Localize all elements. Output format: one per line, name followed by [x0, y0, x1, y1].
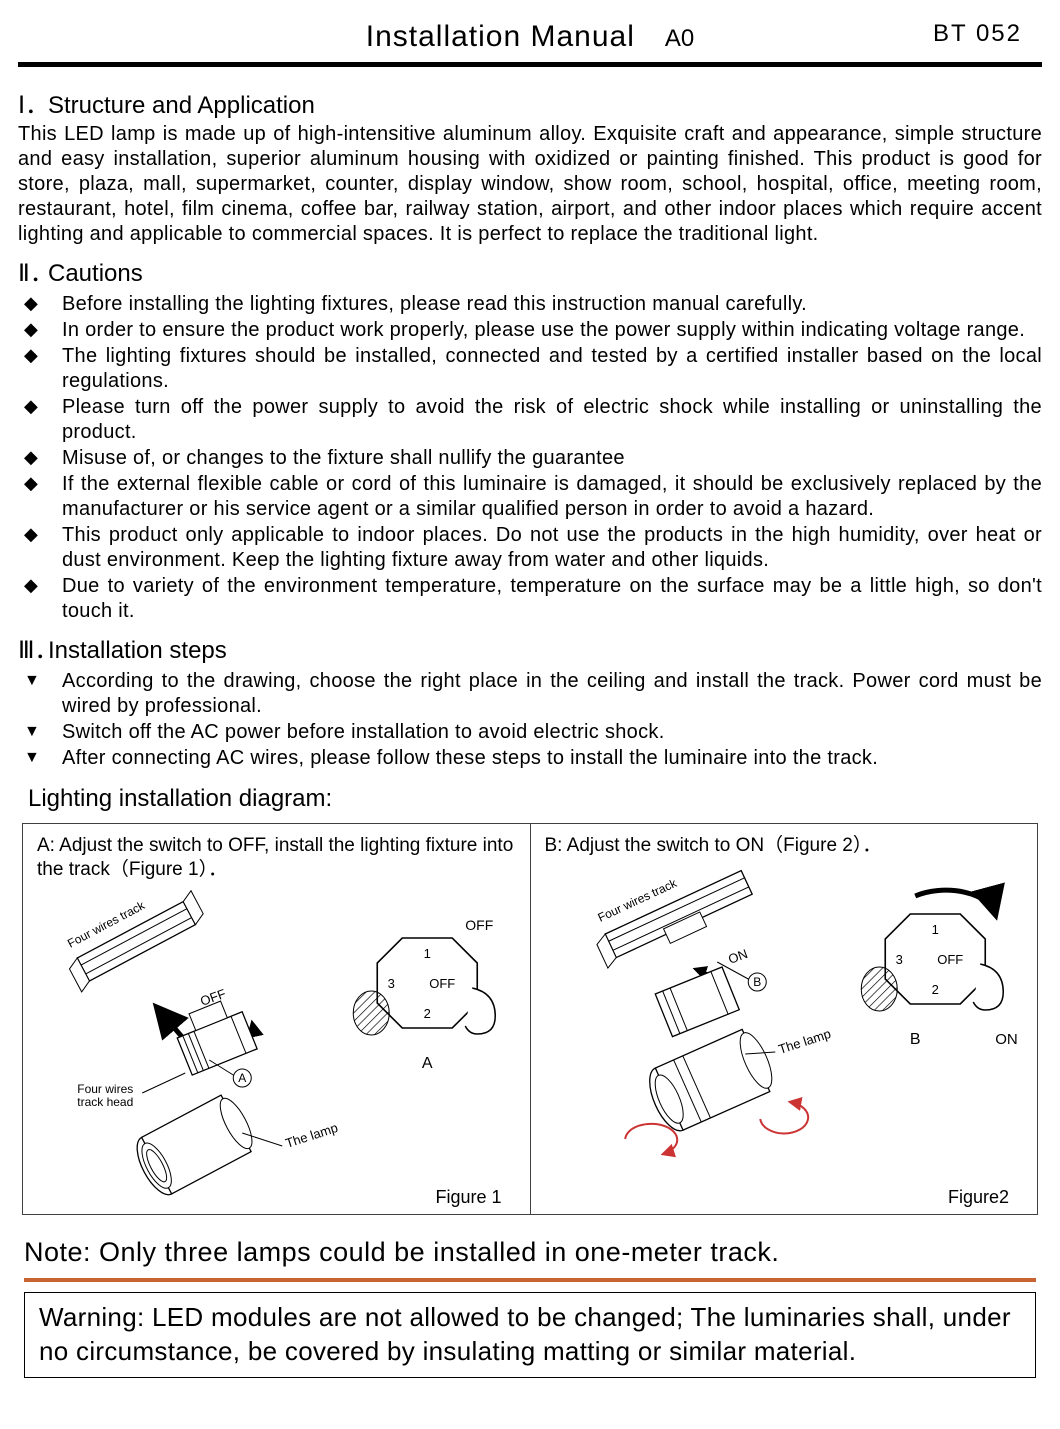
svg-text:OFF: OFF	[937, 952, 963, 967]
svg-text:OFF: OFF	[465, 917, 493, 933]
panel-a-caption: A: Adjust the switch to OFF, install the…	[37, 834, 518, 882]
svg-text:ON: ON	[726, 946, 749, 967]
figure-2-label: Figure2	[948, 1187, 1009, 1208]
panel-a-svg: Four wires track OFF A Four wires track …	[37, 888, 518, 1198]
svg-text:3: 3	[895, 952, 902, 967]
list-item: The lighting fixtures should be installe…	[18, 344, 1042, 394]
list-item: Before installing the lighting fixtures,…	[18, 292, 1042, 317]
svg-text:OFF: OFF	[429, 976, 455, 991]
svg-text:3: 3	[388, 976, 395, 991]
svg-text:B: B	[753, 975, 761, 989]
section-3-heading: Ⅲ．Installation steps	[18, 630, 1042, 665]
diagram-panel-b: B: Adjust the switch to ON（Figure 2）．	[531, 824, 1038, 1214]
orange-rule	[24, 1278, 1036, 1282]
diagram-container: A: Adjust the switch to OFF, install the…	[22, 823, 1038, 1215]
diagram-title: Lighting installation diagram:	[28, 785, 1042, 813]
list-item: If the external flexible cable or cord o…	[18, 472, 1042, 522]
label-lamp: The lamp	[284, 1119, 340, 1150]
label-lamp-b: The lamp	[776, 1026, 832, 1057]
section-2-heading: Ⅱ．Cautions	[18, 253, 1042, 288]
svg-text:A: A	[422, 1055, 433, 1072]
list-item: Please turn off the power supply to avoi…	[18, 395, 1042, 445]
svg-text:track head: track head	[77, 1095, 133, 1109]
svg-text:2: 2	[424, 1006, 431, 1021]
diagram-panel-a: A: Adjust the switch to OFF, install the…	[23, 824, 531, 1214]
svg-text:1: 1	[931, 922, 938, 937]
section-1-heading: Ⅰ．Structure and Application	[18, 85, 1042, 120]
svg-text:ON: ON	[995, 1031, 1018, 1048]
svg-text:B: B	[909, 1031, 920, 1048]
model-number: BT 052	[933, 20, 1022, 48]
list-item: Switch off the AC power before installat…	[18, 720, 1042, 745]
panel-b-caption: B: Adjust the switch to ON（Figure 2）．	[545, 834, 1026, 858]
note-text: Note: Only three lamps could be installe…	[24, 1237, 1036, 1268]
svg-text:1: 1	[424, 946, 431, 961]
steps-list: According to the drawing, choose the rig…	[18, 669, 1042, 771]
page-title: Installation Manual	[366, 20, 635, 54]
list-item: According to the drawing, choose the rig…	[18, 669, 1042, 719]
list-item: After connecting AC wires, please follow…	[18, 746, 1042, 771]
cautions-list: Before installing the lighting fixtures,…	[18, 292, 1042, 624]
panel-b-svg: Four wires track ON B The lamp	[545, 864, 1026, 1174]
list-item: Misuse of, or changes to the fixture sha…	[18, 446, 1042, 471]
page-header: Installation Manual A0 BT 052	[18, 20, 1042, 54]
list-item: Due to variety of the environment temper…	[18, 574, 1042, 624]
list-item: In order to ensure the product work prop…	[18, 318, 1042, 343]
warning-box: Warning: LED modules are not allowed to …	[24, 1292, 1036, 1378]
figure-1-label: Figure 1	[435, 1187, 501, 1208]
svg-text:A: A	[238, 1071, 246, 1085]
svg-text:2: 2	[931, 982, 938, 997]
revision-code: A0	[665, 25, 694, 53]
label-head: Four wires	[77, 1082, 133, 1096]
list-item: This product only applicable to indoor p…	[18, 523, 1042, 573]
section-1-body: This LED lamp is made up of high-intensi…	[18, 122, 1042, 247]
header-rule	[18, 62, 1042, 67]
